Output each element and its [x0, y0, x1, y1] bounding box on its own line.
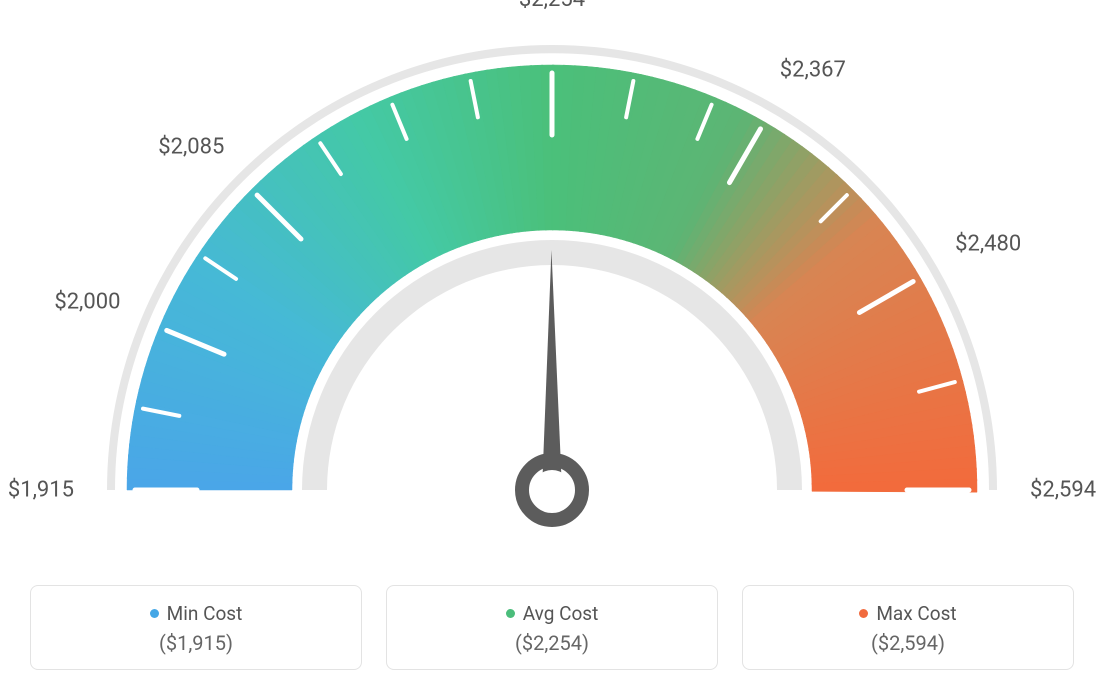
- max-dot-icon: [859, 609, 868, 618]
- cost-gauge: $1,915$2,000$2,085$2,254$2,367$2,480$2,5…: [52, 0, 1052, 560]
- max-cost-value: ($2,594): [743, 631, 1073, 655]
- avg-cost-card: Avg Cost ($2,254): [386, 585, 718, 670]
- scale-label: $2,367: [780, 58, 846, 83]
- avg-dot-icon: [506, 609, 515, 618]
- scale-label: $2,594: [1030, 478, 1096, 503]
- avg-cost-title: Avg Cost: [387, 602, 717, 625]
- min-cost-label: Min Cost: [167, 602, 243, 625]
- max-cost-title: Max Cost: [743, 602, 1073, 625]
- gauge-svg: [52, 0, 1052, 560]
- min-cost-title: Min Cost: [31, 602, 361, 625]
- scale-label: $1,915: [8, 478, 74, 503]
- avg-cost-label: Avg Cost: [523, 602, 599, 625]
- min-cost-value: ($1,915): [31, 631, 361, 655]
- scale-label: $2,480: [955, 232, 1021, 257]
- max-cost-label: Max Cost: [876, 602, 956, 625]
- max-cost-card: Max Cost ($2,594): [742, 585, 1074, 670]
- scale-label: $2,254: [519, 0, 585, 12]
- min-dot-icon: [150, 609, 159, 618]
- min-cost-card: Min Cost ($1,915): [30, 585, 362, 670]
- scale-label: $2,085: [158, 134, 224, 159]
- scale-label: $2,000: [54, 289, 120, 314]
- avg-cost-value: ($2,254): [387, 631, 717, 655]
- summary-cards: Min Cost ($1,915) Avg Cost ($2,254) Max …: [30, 585, 1074, 670]
